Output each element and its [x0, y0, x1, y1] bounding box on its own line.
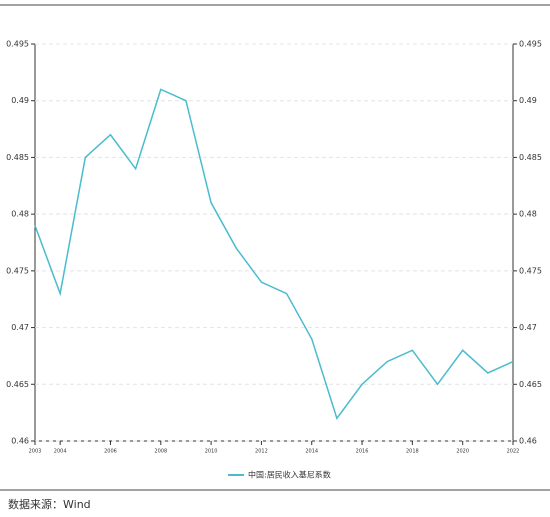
y2-tick-label: 0.49	[519, 96, 537, 105]
y-tick-label: 0.485	[6, 153, 29, 162]
y-tick-label: 0.465	[6, 380, 29, 389]
y2-tick-label: 0.485	[519, 153, 542, 162]
x-tick-label: 2014	[305, 449, 318, 455]
y2-tick-label: 0.47	[519, 323, 537, 332]
y-tick-label: 0.48	[11, 210, 29, 219]
y2-tick-label: 0.46	[519, 437, 537, 446]
y2-tick-label: 0.495	[519, 40, 542, 49]
y2-tick-label: 0.465	[519, 380, 542, 389]
x-tick-label: 2016	[356, 449, 369, 455]
x-tick-label: 2022	[507, 449, 520, 455]
x-tick-label: 2018	[406, 449, 419, 455]
y-tick-label: 0.475	[6, 266, 29, 275]
x-tick-label: 2020	[456, 449, 469, 455]
y2-tick-label: 0.475	[519, 266, 542, 275]
x-tick-label: 2006	[104, 449, 117, 455]
x-tick-label: 2008	[154, 449, 167, 455]
y2-tick-label: 0.48	[519, 210, 537, 219]
line-series	[34, 88, 514, 420]
y-tick-label: 0.47	[11, 323, 29, 332]
legend-label: 中国:居民收入基尼系数	[248, 470, 331, 480]
x-tick-label: 2010	[205, 449, 218, 455]
source-note: 数据来源：Wind	[8, 497, 91, 511]
y-tick-label: 0.495	[6, 40, 29, 49]
x-tick-label: 2003	[29, 449, 42, 455]
y-tick-label: 0.46	[11, 437, 29, 446]
x-tick-label: 2004	[54, 449, 67, 455]
x-tick-label: 2012	[255, 449, 268, 455]
y-tick-label: 0.49	[11, 96, 29, 105]
